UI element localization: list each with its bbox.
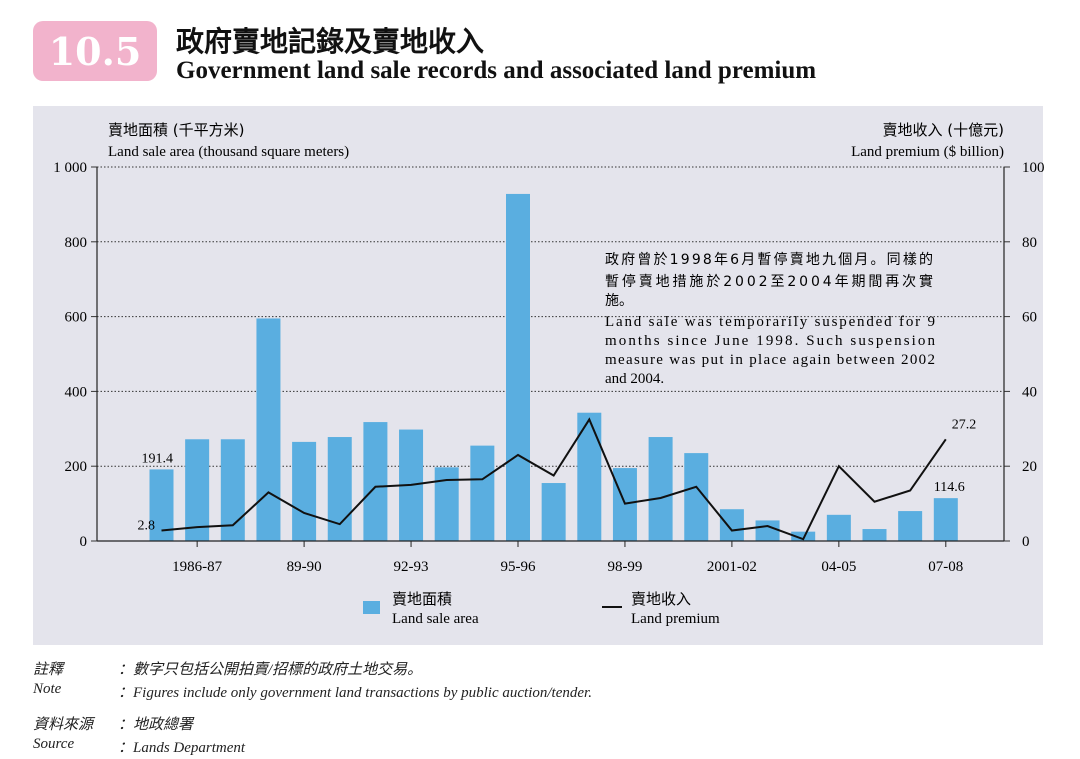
bar [327, 437, 352, 541]
bar [862, 529, 887, 541]
y-left-tick-label: 400 [65, 384, 88, 400]
data-label-first-line: 2.8 [138, 519, 156, 534]
x-tick-label: 07-08 [928, 559, 963, 575]
x-tick-label: 98-99 [607, 559, 642, 575]
bar [755, 520, 780, 541]
bar [577, 412, 602, 541]
data-label-first-bar: 191.4 [142, 451, 174, 466]
bar [434, 467, 459, 541]
y-right-tick-label: 60 [1022, 310, 1037, 326]
chart-title-en: Government land sale records and associa… [176, 57, 817, 84]
legend-bar-label-en: Land sale area [392, 611, 479, 627]
bar [648, 437, 673, 541]
right-axis-title-en: Land premium ($ billion) [851, 144, 1004, 160]
data-label-last-line: 27.2 [952, 417, 977, 432]
annotation-zh-1: 政府曾於1998年6月暫停賣地九個月。同樣的 [605, 251, 933, 268]
source-label-zh: 資料來源 [33, 717, 94, 733]
x-tick-label: 95-96 [501, 559, 536, 575]
section-number: 10.5 [48, 28, 142, 74]
line-series [161, 417, 947, 541]
bar [363, 422, 388, 541]
source-label-en: Source [33, 736, 75, 752]
chart-svg: 賣地面積 (千平方米) Land sale area (thousand squ… [53, 121, 1044, 627]
annotation-en-4: and 2004. [605, 371, 664, 387]
right-axis-title-zh: 賣地收入 (十億元) [883, 121, 1004, 139]
source-text-zh: ：地政總署 [118, 717, 194, 733]
legend-bar-label-zh: 賣地面積 [392, 590, 452, 608]
labels: 191.4 2.8 114.6 27.2 [138, 417, 977, 533]
bar [506, 193, 530, 542]
legend: 賣地面積 Land sale area 賣地收入 Land premium [363, 590, 720, 627]
annotation-en-1: Land sale was temporarily suspended for … [605, 314, 935, 330]
land-premium-line [161, 417, 947, 541]
x-tick-label: 2001-02 [707, 559, 757, 575]
gridlines [97, 166, 1004, 467]
axes: 0 0 200 20 400 40 600 60 800 80 1 000 100 1986-87 89-… [53, 160, 1044, 575]
y-left-tick-label: 200 [65, 459, 88, 475]
annotation-zh-2: 暫停賣地措施於2002至2004年期間再次實 [605, 273, 933, 290]
bar [791, 531, 816, 541]
annotation: 政府曾於1998年6月暫停賣地九個月。同樣的 暫停賣地措施於2002至2004年… [605, 251, 936, 387]
x-tick-label: 92-93 [394, 559, 429, 575]
annotation-en-2: months since June 1998. Such suspension [605, 333, 936, 349]
legend-line-label-zh: 賣地收入 [631, 590, 691, 608]
left-axis-title-zh: 賣地面積 (千平方米) [108, 121, 244, 139]
y-left-tick-label: 1 000 [53, 160, 87, 176]
chart-panel [33, 106, 1043, 645]
y-right-tick-label: 80 [1022, 235, 1037, 251]
bar [470, 445, 495, 541]
note-label-zh: 註釋 [33, 662, 64, 678]
chart-title-zh: 政府賣地記錄及賣地收入 [176, 25, 485, 58]
x-tick-label: 04-05 [821, 559, 856, 575]
x-tick-label: 1986-87 [172, 559, 222, 575]
legend-line-label-en: Land premium [631, 611, 720, 627]
bar [541, 483, 566, 541]
bar [185, 439, 210, 541]
data-label-last-bar: 114.6 [934, 480, 965, 495]
note-label-en: Note [33, 681, 62, 697]
y-right-tick-label: 100 [1022, 160, 1045, 176]
section-number-badge: 10.5 [33, 21, 157, 81]
annotation-en-3: measure was put in place again between 2… [605, 352, 935, 368]
y-left-tick-label: 800 [65, 235, 88, 251]
y-left-tick-label: 0 [80, 534, 88, 550]
y-left-tick-label: 600 [65, 310, 88, 326]
bar [256, 318, 281, 541]
legend-bar-swatch [363, 601, 380, 614]
y-right-tick-label: 40 [1022, 384, 1037, 400]
source-text-en: ：Lands Department [118, 740, 246, 756]
bar [719, 509, 744, 541]
x-tick-label: 89-90 [287, 559, 322, 575]
bar [826, 514, 851, 541]
note-text-zh: ：數字只包括公開拍賣/招標的政府土地交易。 [118, 662, 423, 678]
bar [898, 511, 923, 541]
note-text-en: ：Figures include only government land tr… [118, 685, 592, 701]
bar [292, 441, 317, 541]
y-right-tick-label: 0 [1022, 534, 1030, 550]
left-axis-title-en: Land sale area (thousand square meters) [108, 144, 349, 160]
bar [933, 498, 958, 541]
annotation-zh-3: 施。 [605, 293, 633, 309]
y-right-tick-label: 20 [1022, 459, 1037, 475]
